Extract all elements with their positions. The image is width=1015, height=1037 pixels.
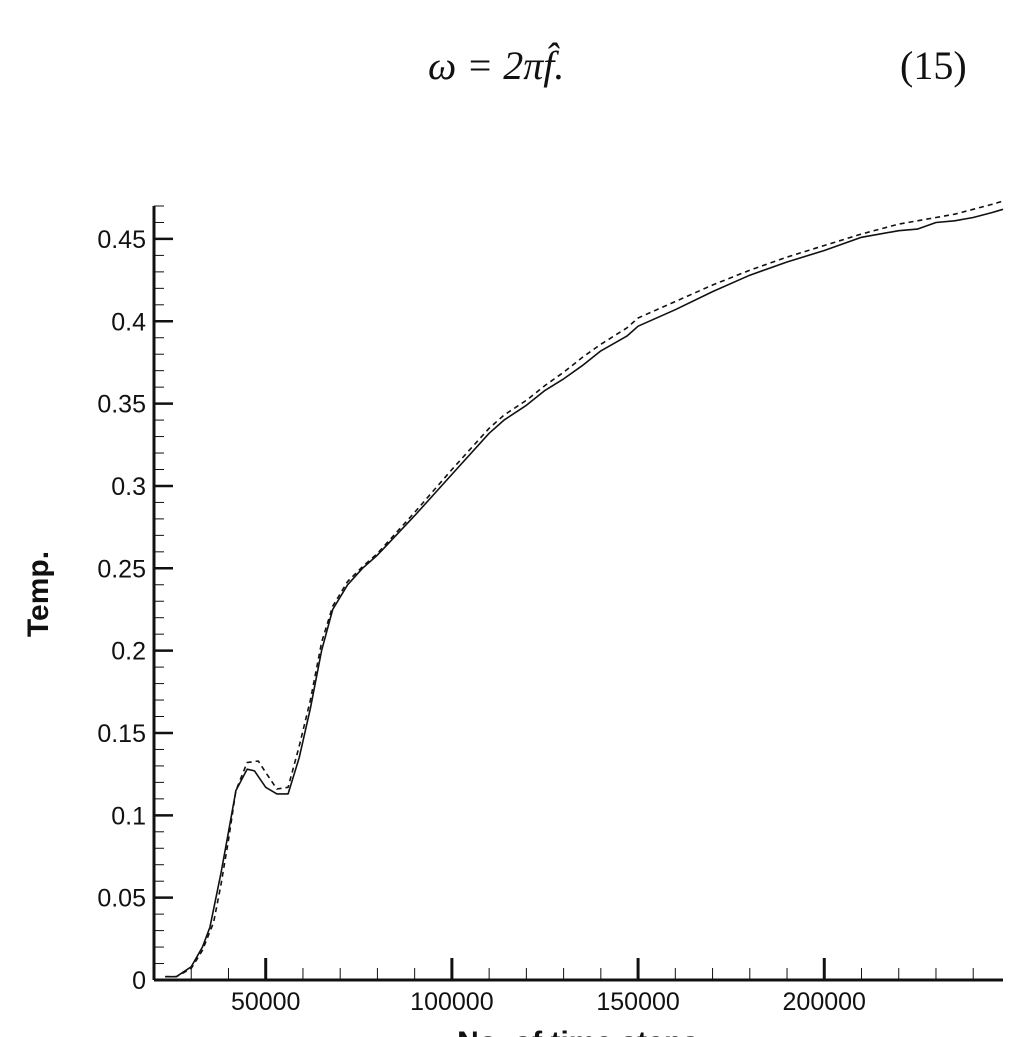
x-tick-label: 200000 (783, 988, 866, 1016)
equation-number: (15) (900, 43, 967, 88)
y-tick-label: 0.4 (111, 308, 146, 336)
y-axis-title: Temp. (22, 551, 55, 637)
y-tick-label: 0.3 (111, 473, 146, 501)
chart-series (165, 200, 1004, 978)
y-tick-label: 0.1 (111, 802, 146, 830)
y-tick-label: 0 (132, 967, 146, 995)
y-tick-label: 0.35 (97, 391, 146, 419)
y-tick-label: 0.45 (97, 226, 146, 254)
y-tick-label: 0.25 (97, 555, 146, 583)
series-line-dashed (165, 200, 1004, 978)
equation: ω = 2πf̂. (428, 43, 565, 88)
x-axis-title: No. of time steps (457, 1026, 699, 1037)
y-tick-label: 0.2 (111, 638, 146, 666)
series-line-solid (165, 208, 1004, 978)
y-tick-label: 0.05 (97, 885, 146, 913)
chart-axes: 0 0.05 0.1 0.15 0.2 0.25 0.3 0.35 0.4 0.45 50000 10… (97, 205, 1003, 1016)
x-tick-label: 150000 (596, 988, 679, 1016)
x-tick-label: 50000 (231, 988, 301, 1016)
y-tick-label: 0.15 (97, 720, 146, 748)
x-tick-label: 100000 (410, 988, 493, 1016)
